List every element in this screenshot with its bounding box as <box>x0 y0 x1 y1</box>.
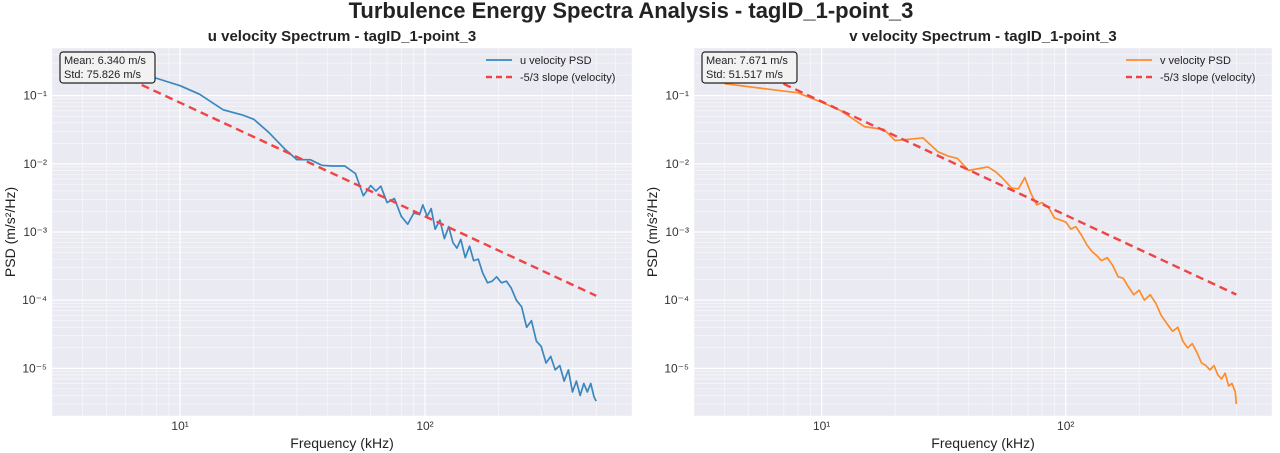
legend-label: -5/3 slope (velocity) <box>1160 72 1255 84</box>
y-tick-label: 10⁻³ <box>665 225 689 239</box>
y-tick-label: 10⁻⁵ <box>22 361 47 375</box>
stats-mean: Mean: 6.340 m/s <box>64 55 146 67</box>
legend: v velocity PSD -5/3 slope (velocity) <box>1126 55 1255 84</box>
series-line-5-3-slope-velocity <box>747 66 1237 296</box>
y-tick-label: 10⁻² <box>23 157 47 171</box>
legend-label: u velocity PSD <box>520 55 592 67</box>
legend-label: -5/3 slope (velocity) <box>520 72 615 84</box>
x-tick-label: 10² <box>1057 419 1074 433</box>
series-group <box>724 66 1238 405</box>
x-axis-label: Frequency (kHz) <box>290 435 393 451</box>
y-tick-label: 10⁻¹ <box>665 89 689 103</box>
series-group <box>82 56 597 402</box>
y-tick-label: 10⁻³ <box>23 225 47 239</box>
legend: u velocity PSD -5/3 slope (velocity) <box>486 55 615 84</box>
y-tick-label: 10⁻⁵ <box>664 361 689 375</box>
x-tick-label: 10² <box>416 419 433 433</box>
stats-std: Std: 51.517 m/s <box>706 69 784 81</box>
grid <box>51 47 633 417</box>
figure-title: Turbulence Energy Spectra Analysis - tag… <box>349 0 914 23</box>
stats-box-frame <box>59 51 156 84</box>
y-tick-label: 10⁻² <box>665 157 689 171</box>
x-axis-label: Frequency (kHz) <box>931 435 1034 451</box>
stats-box-frame <box>701 51 798 84</box>
series-line-v-velocity-psd <box>724 82 1238 405</box>
y-axis-label: PSD (m/s²/Hz) <box>2 187 18 277</box>
series-line-u-velocity-psd <box>82 56 597 402</box>
stats-std: Std: 75.826 m/s <box>64 69 142 81</box>
chart-title: v velocity Spectrum - tagID_1-point_3 <box>849 28 1117 45</box>
stats-box: Mean: 6.340 m/s Std: 75.826 m/s <box>59 51 156 84</box>
x-tick-label: 10¹ <box>813 419 830 433</box>
y-tick-label: 10⁻¹ <box>23 89 47 103</box>
u-velocity-chart: u velocity Spectrum - tagID_1-point_3 Fr… <box>2 28 633 451</box>
y-axis-label: PSD (m/s²/Hz) <box>644 187 660 277</box>
v-velocity-chart: v velocity Spectrum - tagID_1-point_3 Fr… <box>644 28 1273 451</box>
y-tick-label: 10⁻⁴ <box>22 293 47 307</box>
stats-box: Mean: 7.671 m/s Std: 51.517 m/s <box>701 51 798 84</box>
chart-title: u velocity Spectrum - tagID_1-point_3 <box>208 28 476 45</box>
stats-mean: Mean: 7.671 m/s <box>706 55 788 67</box>
x-tick-label: 10¹ <box>171 419 188 433</box>
legend-label: v velocity PSD <box>1160 55 1231 67</box>
y-tick-label: 10⁻⁴ <box>664 293 689 307</box>
